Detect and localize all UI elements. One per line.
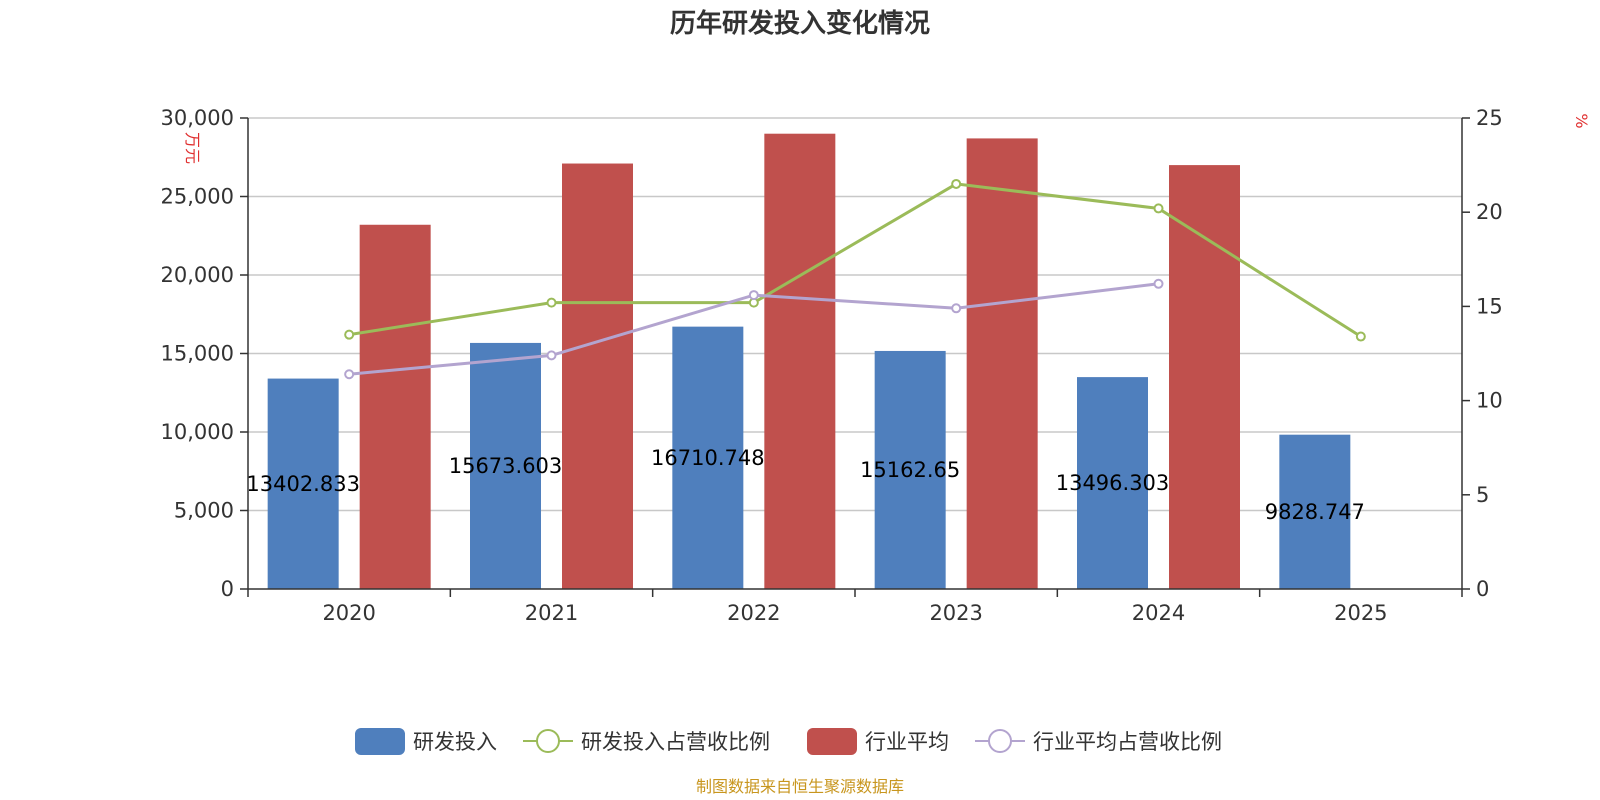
bar-data-label: 13496.303 bbox=[1056, 471, 1170, 495]
line-point bbox=[951, 303, 962, 314]
legend-label: 研发投入占营收比例 bbox=[581, 730, 770, 754]
y-tick-label: 25,000 bbox=[161, 185, 234, 209]
legend[interactable]: 研发投入 研发投入占营收比例 行业平均 行业平均占营收比例 bbox=[355, 728, 1222, 755]
y-tick-label: 30,000 bbox=[161, 106, 234, 130]
right-axis-unit: % bbox=[1572, 113, 1591, 128]
x-tick-label: 2023 bbox=[929, 601, 982, 625]
x-tick-label: 2022 bbox=[727, 601, 780, 625]
legend-swatch bbox=[355, 728, 405, 755]
line-point bbox=[546, 350, 557, 361]
bar bbox=[470, 342, 541, 589]
y2-tick-label: 10 bbox=[1476, 389, 1503, 413]
y2-tick-label: 20 bbox=[1476, 200, 1503, 224]
legend-item[interactable]: 研发投入占营收比例 bbox=[523, 729, 770, 754]
legend-swatch-marker bbox=[536, 729, 560, 753]
bar bbox=[1279, 434, 1351, 589]
bar bbox=[1077, 377, 1148, 589]
bar bbox=[359, 224, 431, 589]
line-point bbox=[546, 297, 557, 308]
bar-data-label: 15162.65 bbox=[860, 458, 960, 482]
x-tick-label: 2021 bbox=[525, 601, 578, 625]
legend-item[interactable]: 行业平均 bbox=[807, 728, 949, 755]
bar bbox=[764, 133, 836, 589]
y2-tick-label: 15 bbox=[1476, 294, 1503, 318]
y-tick-label: 15,000 bbox=[161, 342, 234, 366]
data-labels: 13402.833 15673.603 16710.748 15162.65 13496… bbox=[246, 446, 1365, 524]
grid-lines bbox=[248, 117, 1462, 512]
x-tick-label: 2020 bbox=[322, 601, 375, 625]
y-tick-label: 10,000 bbox=[161, 420, 234, 444]
bar bbox=[874, 350, 946, 589]
line-point bbox=[1153, 278, 1164, 289]
chart-title: 历年研发投入变化情况 bbox=[670, 8, 930, 39]
legend-item[interactable]: 研发投入 bbox=[355, 728, 497, 755]
bar bbox=[1169, 165, 1240, 589]
y2-tick-label: 5 bbox=[1476, 483, 1489, 507]
bar-data-label: 15673.603 bbox=[449, 454, 563, 478]
bar bbox=[672, 326, 744, 589]
bar-data-label: 13402.833 bbox=[246, 472, 360, 496]
series-lines bbox=[344, 178, 1366, 380]
y2-tick-label: 0 bbox=[1476, 577, 1489, 601]
y-tick-label: 0 bbox=[221, 577, 234, 601]
legend-label: 行业平均 bbox=[865, 730, 949, 754]
y-tick-label: 5,000 bbox=[174, 499, 234, 523]
series-line bbox=[348, 182, 1362, 338]
axes: 0 5,000 10,000 15,000 20,000 25,000 30,000 0 5 10… bbox=[161, 106, 1503, 625]
line-point bbox=[1153, 203, 1164, 214]
bars bbox=[267, 133, 1351, 589]
y-tick-label: 20,000 bbox=[161, 263, 234, 287]
line-point bbox=[344, 369, 355, 380]
line-point bbox=[951, 178, 962, 189]
x-tick-label: 2025 bbox=[1334, 601, 1387, 625]
left-axis-unit: 万元 bbox=[183, 132, 202, 164]
line-point bbox=[1355, 331, 1366, 342]
legend-swatch-marker bbox=[988, 729, 1012, 753]
bar bbox=[562, 163, 633, 589]
y2-tick-label: 25 bbox=[1476, 106, 1503, 130]
source-note: 制图数据来自恒生聚源数据库 bbox=[696, 777, 904, 796]
line-point bbox=[748, 290, 759, 301]
legend-swatch bbox=[807, 728, 857, 755]
legend-label: 行业平均占营收比例 bbox=[1033, 730, 1222, 754]
legend-item[interactable]: 行业平均占营收比例 bbox=[975, 729, 1222, 754]
x-tick-label: 2024 bbox=[1132, 601, 1185, 625]
legend-label: 研发投入 bbox=[413, 730, 497, 754]
line-point bbox=[344, 329, 355, 340]
bar bbox=[267, 378, 339, 589]
bar bbox=[966, 138, 1038, 589]
bar-data-label: 16710.748 bbox=[651, 446, 765, 470]
bar-data-label: 9828.747 bbox=[1265, 500, 1365, 524]
